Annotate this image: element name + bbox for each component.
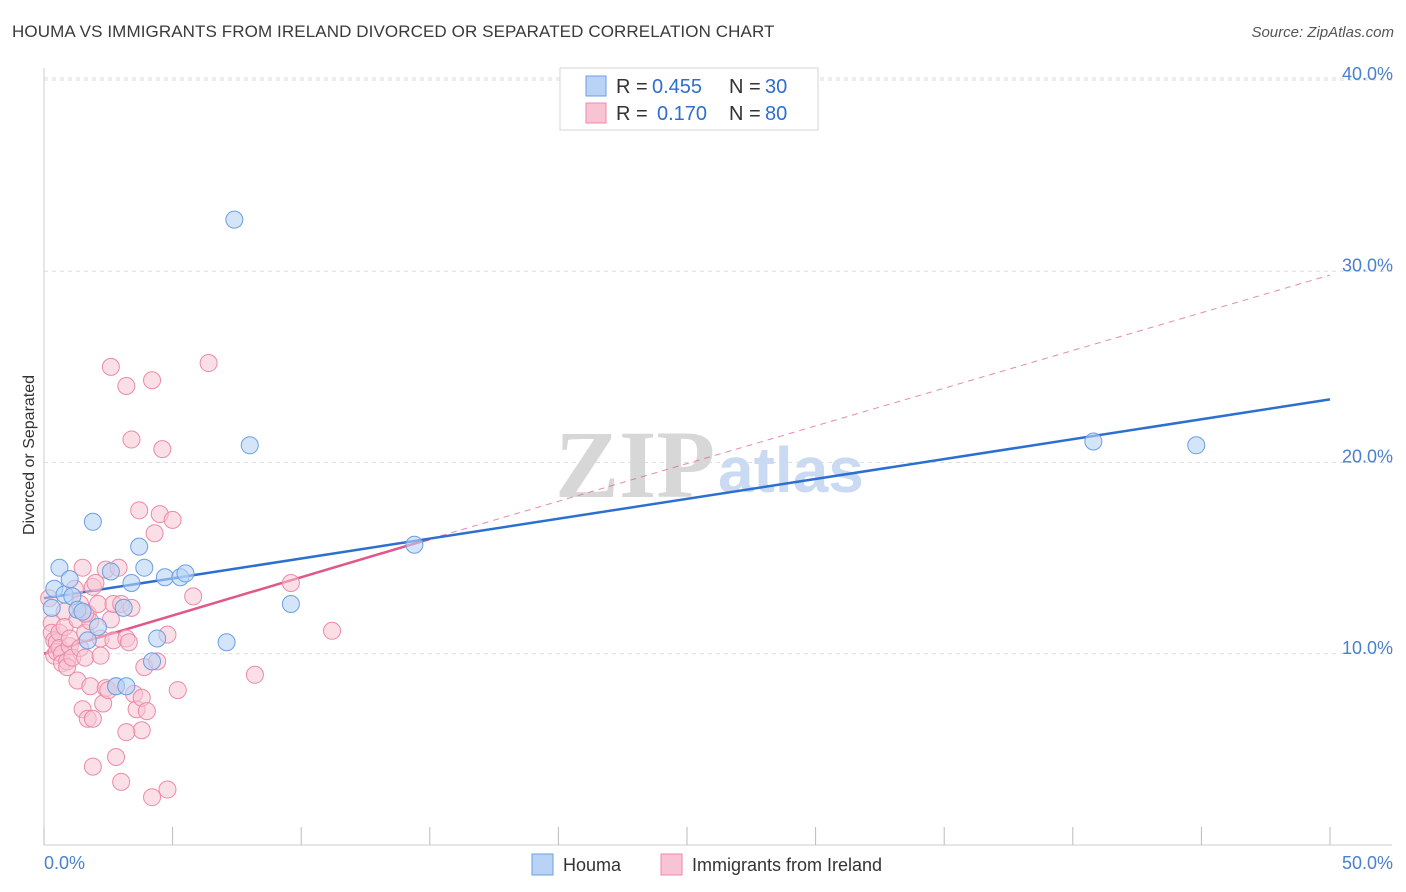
houma-point bbox=[60, 570, 79, 589]
watermark-zip: ZIP bbox=[555, 411, 715, 518]
watermark: ZIP atlas bbox=[555, 411, 864, 518]
houma-point bbox=[78, 631, 97, 650]
houma-point bbox=[217, 633, 236, 652]
y-tick-label: 30.0% bbox=[1342, 255, 1393, 275]
x-tick-label: 0.0% bbox=[44, 853, 85, 873]
legend-ireland-swatch bbox=[585, 102, 607, 124]
ireland-point bbox=[76, 648, 95, 667]
ireland-points bbox=[40, 354, 342, 807]
legend-houma-n-value: 30 bbox=[765, 76, 787, 98]
bottom-legend-ireland-swatch bbox=[660, 853, 683, 876]
ireland-point bbox=[168, 681, 187, 700]
ireland-point bbox=[137, 702, 156, 721]
axis-layer: 10.0% 20.0% 30.0% 40.0% 0.0% 50.0% bbox=[43, 64, 1393, 873]
legend-ireland-r-value: 0.170 bbox=[657, 103, 707, 125]
ireland-point bbox=[101, 357, 120, 376]
ireland-point bbox=[122, 430, 141, 449]
ireland-point bbox=[81, 677, 100, 696]
chart-source: Source: ZipAtlas.com bbox=[1251, 24, 1394, 41]
legend-ireland-n-label: N = bbox=[729, 103, 761, 125]
ireland-point bbox=[83, 757, 102, 776]
ireland-point bbox=[112, 772, 131, 791]
ireland-trend-extension bbox=[429, 274, 1331, 540]
bottom-legend-houma-label: Houma bbox=[563, 855, 622, 875]
ireland-point bbox=[323, 621, 342, 640]
houma-point bbox=[50, 558, 69, 577]
legend-houma-swatch bbox=[585, 75, 607, 97]
houma-trend-line bbox=[43, 398, 1331, 600]
houma-point bbox=[148, 629, 167, 648]
ireland-point bbox=[163, 510, 182, 529]
houma-point bbox=[89, 617, 108, 636]
ireland-point bbox=[117, 377, 136, 395]
ireland-point bbox=[245, 665, 264, 684]
ireland-point bbox=[153, 440, 172, 459]
ireland-point bbox=[145, 524, 164, 543]
ireland-point bbox=[199, 354, 218, 373]
ireland-point bbox=[158, 780, 177, 799]
houma-point bbox=[143, 652, 162, 671]
houma-point bbox=[73, 602, 92, 621]
ireland-point bbox=[83, 709, 102, 728]
houma-point bbox=[1187, 436, 1206, 455]
houma-point bbox=[122, 573, 141, 592]
ireland-point bbox=[132, 721, 151, 740]
houma-point bbox=[42, 598, 61, 617]
houma-point bbox=[281, 595, 300, 614]
ireland-point bbox=[143, 371, 162, 390]
ireland-point bbox=[117, 723, 136, 742]
bottom-legend-houma-swatch bbox=[531, 853, 554, 876]
houma-points bbox=[42, 210, 1206, 696]
ireland-point bbox=[73, 558, 92, 577]
houma-point bbox=[101, 562, 120, 581]
legend-ireland-n-value: 80 bbox=[765, 103, 787, 125]
y-tick-label: 10.0% bbox=[1342, 638, 1393, 658]
ireland-point bbox=[91, 646, 110, 665]
ireland-point bbox=[107, 748, 126, 767]
houma-point bbox=[114, 598, 133, 617]
ireland-point bbox=[281, 573, 300, 592]
houma-point bbox=[240, 436, 259, 455]
y-tick-label: 40.0% bbox=[1342, 64, 1393, 84]
ireland-point bbox=[119, 633, 138, 652]
houma-point bbox=[155, 568, 174, 587]
houma-point bbox=[225, 210, 244, 229]
bottom-legend: Houma Immigrants from Ireland bbox=[531, 853, 882, 876]
legend-houma-n-label: N = bbox=[729, 76, 761, 98]
ireland-point bbox=[86, 573, 105, 592]
x-tick-label: 50.0% bbox=[1342, 853, 1393, 873]
y-axis-label: Divorced or Separated bbox=[21, 375, 38, 535]
legend: R = 0.455 N = 30 R = 0.170 N = 80 bbox=[559, 67, 819, 131]
houma-point bbox=[135, 558, 154, 577]
y-tick-label: 20.0% bbox=[1342, 447, 1393, 467]
houma-point bbox=[130, 537, 149, 556]
ireland-point bbox=[130, 501, 149, 520]
legend-houma-r-label: R = bbox=[616, 76, 648, 98]
legend-houma-r-value: 0.455 bbox=[652, 76, 702, 98]
houma-point bbox=[117, 677, 136, 696]
houma-point bbox=[176, 564, 195, 583]
houma-point bbox=[83, 512, 102, 531]
watermark-atlas: atlas bbox=[718, 434, 864, 506]
legend-ireland-r-label: R = bbox=[616, 103, 648, 125]
houma-point bbox=[1084, 432, 1103, 451]
ireland-point bbox=[184, 587, 203, 606]
chart-title: HOUMA VS IMMIGRANTS FROM IRELAND DIVORCE… bbox=[12, 22, 775, 41]
ireland-point bbox=[143, 788, 162, 807]
bottom-legend-ireland-label: Immigrants from Ireland bbox=[692, 855, 882, 875]
houma-point bbox=[405, 535, 424, 554]
